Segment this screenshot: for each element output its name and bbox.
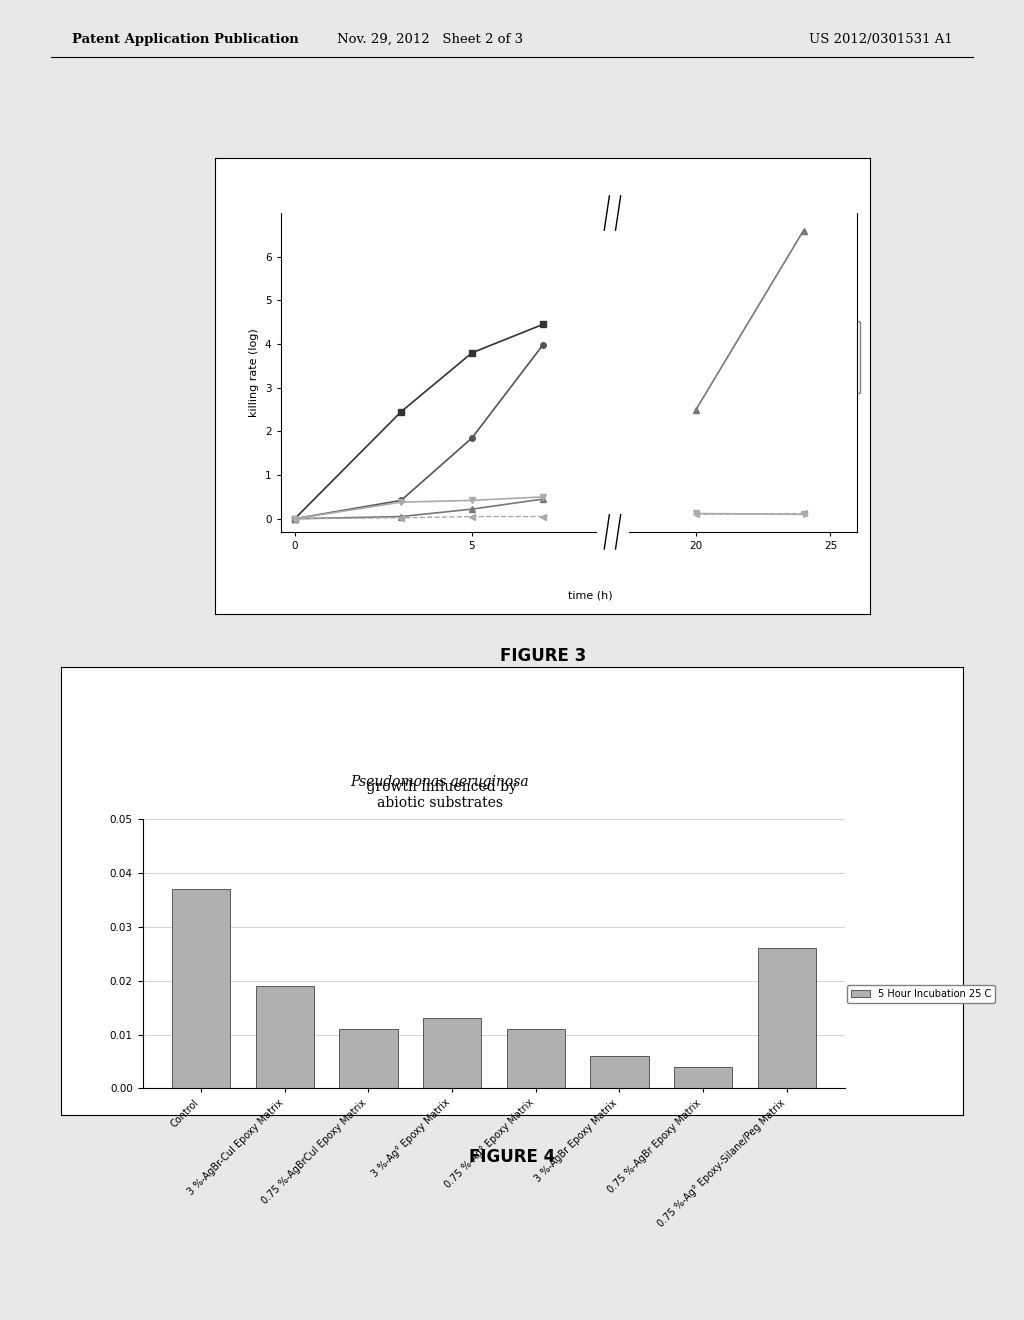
blank bbox=[466, 508, 478, 524]
Text: time (h): time (h) bbox=[568, 590, 613, 601]
Text: Nov. 29, 2012   Sheet 2 of 3: Nov. 29, 2012 Sheet 2 of 3 bbox=[337, 33, 523, 46]
Bar bbox=[758, 949, 816, 1089]
Text: Pseudomonas aeruginosa: Pseudomonas aeruginosa bbox=[350, 775, 529, 789]
Bar bbox=[256, 986, 314, 1089]
sample 0x washed bbox=[395, 404, 408, 420]
Line: sample 0x washed: sample 0x washed bbox=[292, 322, 546, 521]
sample 10x washed bbox=[289, 511, 301, 527]
Line: sample 3x washed: sample 3x washed bbox=[292, 342, 546, 521]
uncoated cloth bbox=[537, 488, 549, 504]
sample 3x washed bbox=[466, 430, 478, 446]
Line: sample 10x washed: sample 10x washed bbox=[292, 496, 546, 521]
sample 10x washed bbox=[537, 491, 549, 507]
Text: US 2012/0301531 A1: US 2012/0301531 A1 bbox=[809, 33, 952, 46]
Bar bbox=[339, 1030, 397, 1089]
Bar bbox=[172, 890, 230, 1089]
Legend: 5 Hour Incubation 25 C: 5 Hour Incubation 25 C bbox=[847, 985, 995, 1003]
Bar bbox=[423, 1019, 481, 1089]
sample 3x washed bbox=[289, 511, 301, 527]
Bar bbox=[507, 1030, 565, 1089]
uncoated cloth bbox=[466, 492, 478, 508]
Bar bbox=[590, 1056, 649, 1089]
Text: FIGURE 3: FIGURE 3 bbox=[500, 647, 586, 665]
Legend: sample 0x washed, sample 3x washed, sample 10x washed, uncoated cloth, blank: sample 0x washed, sample 3x washed, samp… bbox=[735, 321, 860, 393]
blank bbox=[537, 508, 549, 524]
Line: blank: blank bbox=[292, 513, 546, 521]
Y-axis label: killing rate (log): killing rate (log) bbox=[250, 329, 259, 417]
Line: uncoated cloth: uncoated cloth bbox=[292, 494, 546, 521]
sample 10x washed bbox=[466, 502, 478, 517]
sample 3x washed bbox=[395, 492, 408, 508]
sample 10x washed bbox=[395, 508, 408, 524]
blank bbox=[395, 510, 408, 525]
sample 0x washed bbox=[289, 511, 301, 527]
sample 0x washed bbox=[466, 345, 478, 360]
Text: growth influenced by
abiotic substrates: growth influenced by abiotic substrates bbox=[362, 780, 517, 810]
sample 3x washed bbox=[537, 337, 549, 352]
uncoated cloth bbox=[395, 494, 408, 510]
uncoated cloth bbox=[289, 511, 301, 527]
blank bbox=[289, 511, 301, 527]
Text: FIGURE 4: FIGURE 4 bbox=[469, 1148, 555, 1167]
Bar bbox=[674, 1067, 732, 1089]
sample 0x washed bbox=[537, 317, 549, 333]
Text: Patent Application Publication: Patent Application Publication bbox=[72, 33, 298, 46]
